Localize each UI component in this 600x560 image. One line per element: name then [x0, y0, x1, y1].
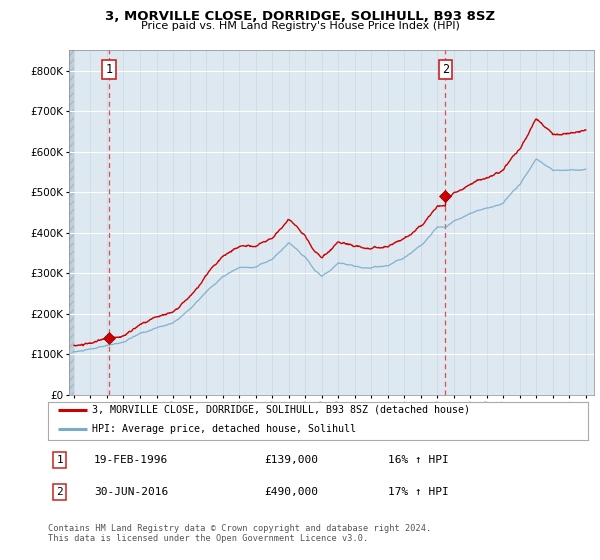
Text: Price paid vs. HM Land Registry's House Price Index (HPI): Price paid vs. HM Land Registry's House … — [140, 21, 460, 31]
Text: 1: 1 — [106, 63, 113, 76]
Text: £490,000: £490,000 — [264, 487, 318, 497]
Text: 2: 2 — [442, 63, 449, 76]
Text: 3, MORVILLE CLOSE, DORRIDGE, SOLIHULL, B93 8SZ: 3, MORVILLE CLOSE, DORRIDGE, SOLIHULL, B… — [105, 10, 495, 22]
Text: 17% ↑ HPI: 17% ↑ HPI — [388, 487, 449, 497]
Text: £139,000: £139,000 — [264, 455, 318, 465]
Text: 30-JUN-2016: 30-JUN-2016 — [94, 487, 168, 497]
Text: 3, MORVILLE CLOSE, DORRIDGE, SOLIHULL, B93 8SZ (detached house): 3, MORVILLE CLOSE, DORRIDGE, SOLIHULL, B… — [92, 405, 470, 415]
Text: HPI: Average price, detached house, Solihull: HPI: Average price, detached house, Soli… — [92, 424, 356, 434]
Text: 19-FEB-1996: 19-FEB-1996 — [94, 455, 168, 465]
Text: 16% ↑ HPI: 16% ↑ HPI — [388, 455, 449, 465]
Bar — [69, 50, 74, 395]
Text: 2: 2 — [56, 487, 63, 497]
Text: 1: 1 — [56, 455, 63, 465]
Text: Contains HM Land Registry data © Crown copyright and database right 2024.
This d: Contains HM Land Registry data © Crown c… — [48, 524, 431, 543]
